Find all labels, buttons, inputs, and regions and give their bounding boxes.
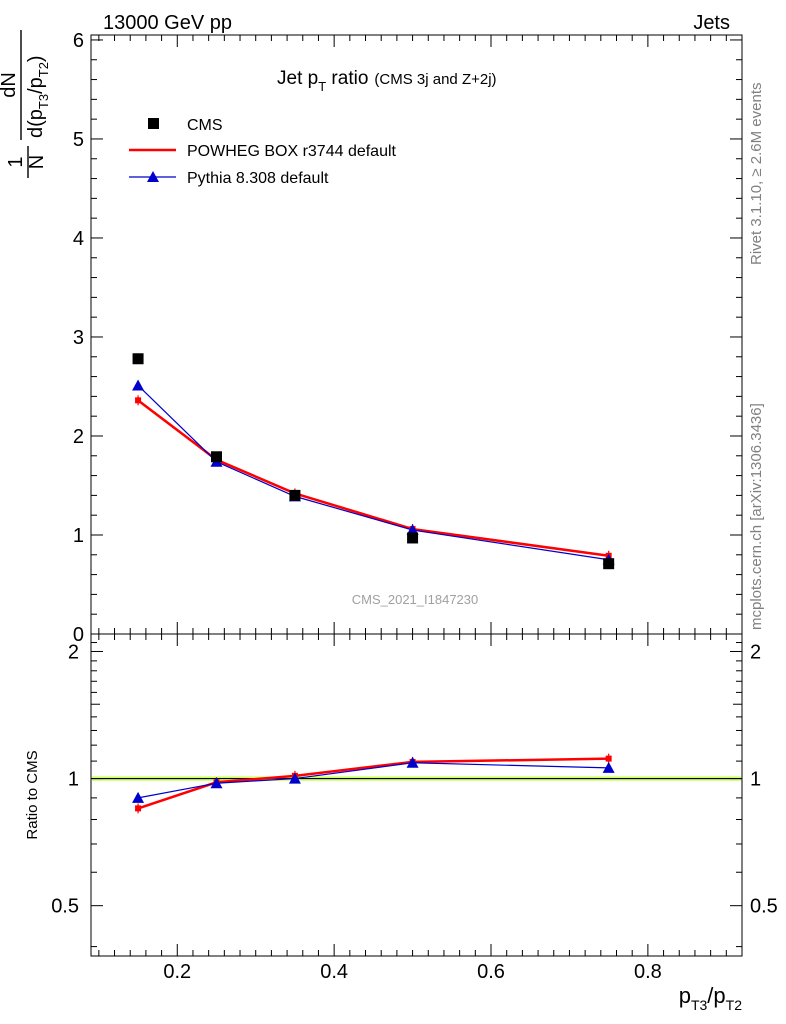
ylabel-one: 1 [5, 156, 27, 167]
main-ytick-label: 0 [73, 624, 84, 646]
ratio-xtick-label: 0.2 [163, 961, 191, 983]
main-data-point [407, 532, 419, 544]
ratio-data-point [210, 777, 223, 789]
main-ytick-label: 4 [73, 228, 84, 250]
header-right: Jets [693, 12, 730, 34]
main-ytick-label: 2 [73, 426, 84, 448]
ratio-ticks: 0.5 0.5 1 1 2 2 0.2 0.4 0.6 0.8 [51, 633, 778, 983]
main-ticks: 0 1 2 3 4 5 6 [73, 30, 742, 646]
ratio-data-point [132, 791, 145, 803]
legend-pythia-label: Pythia 8.308 default [187, 170, 329, 187]
main-panel: 0 1 2 3 4 5 6 CMS_2021_I1847230 Jet pT ratio (C… [0, 30, 743, 646]
header-left: 13000 GeV pp [103, 12, 232, 34]
main-data-point [132, 379, 145, 391]
title-sub: T [318, 79, 326, 94]
xlabel-p1: p [679, 983, 691, 1008]
xlabel: pT3/pT2 [679, 983, 743, 1013]
ratio-xtick-label: 0.6 [477, 961, 505, 983]
main-data-point [289, 489, 301, 501]
ratio-data-point [602, 761, 615, 773]
title-main: Jet p [277, 68, 318, 89]
main-data-point [603, 558, 615, 570]
ylabel-d: d(p [25, 109, 47, 138]
main-ytick-label: 5 [73, 129, 84, 151]
main-data-point [210, 451, 222, 463]
ratio-data-point [406, 756, 419, 768]
ylabel-dN: dN [0, 72, 20, 98]
rivet-label: Rivet 3.1.10, ≥ 2.6M events [748, 83, 765, 266]
title-main-after: ratio [326, 68, 368, 89]
ratio-band [91, 776, 742, 781]
ratio-ytick-label-right: 1 [750, 769, 761, 791]
main-ytick-label: 6 [73, 30, 84, 52]
main-ytick-label: 1 [73, 525, 84, 547]
xlabel-s1: T3 [691, 997, 708, 1013]
main-series-line [137, 399, 609, 558]
legend: CMS POWHEG BOX r3744 default Pythia 8.30… [129, 117, 397, 187]
main-data-point [132, 353, 144, 365]
ylabel-s1: T3 [36, 94, 51, 109]
plot-title: Jet pT ratio (CMS 3j and Z+2j) [277, 68, 497, 94]
ylabel-close: ) [25, 55, 47, 62]
main-ylabel: 1 N dN d(pT3/pT2) [0, 30, 51, 178]
ylabel-N: N [26, 155, 48, 169]
ratio-ytick-label-right: 0.5 [750, 896, 778, 918]
ratio-ytick-label-left: 0.5 [51, 896, 79, 918]
ratio-ytick-label-left: 2 [68, 641, 79, 663]
ratio-ytick-label-right: 2 [750, 641, 761, 663]
analysis-watermark: CMS_2021_I1847230 [352, 592, 479, 607]
legend-cms-label: CMS [187, 117, 223, 134]
ratio-panel: 0.5 0.5 1 1 2 2 0.2 0.4 0.6 0.8 Ratio to CMS pT3/… [24, 633, 778, 1013]
legend-cms-marker [148, 118, 159, 129]
ylabel-denominator: d(pT3/pT2) [25, 55, 51, 138]
ratio-frame [90, 633, 743, 957]
main-ytick-label: 3 [73, 327, 84, 349]
legend-powheg-label: POWHEG BOX r3744 default [187, 143, 397, 160]
ratio-xtick-label: 0.8 [634, 961, 662, 983]
ylabel-slash: /p [25, 77, 47, 94]
legend-pythia-marker [147, 171, 159, 182]
main-series-line [137, 385, 609, 561]
ratio-xtick-label: 0.4 [320, 961, 348, 983]
ratio-ylabel: Ratio to CMS [24, 750, 41, 839]
mcplots-label: mcplots.cern.ch [arXiv:1306.3436] [748, 403, 765, 630]
ratio-series [132, 753, 615, 814]
main-series [132, 353, 615, 570]
xlabel-s2: T2 [726, 997, 743, 1013]
ylabel-s2: T2 [36, 62, 51, 77]
xlabel-slash: /p [707, 983, 725, 1008]
main-data-point [406, 524, 419, 536]
title-small: (CMS 3j and Z+2j) [374, 71, 496, 88]
ratio-data-point [288, 772, 301, 784]
ratio-ytick-label-left: 1 [68, 769, 79, 791]
